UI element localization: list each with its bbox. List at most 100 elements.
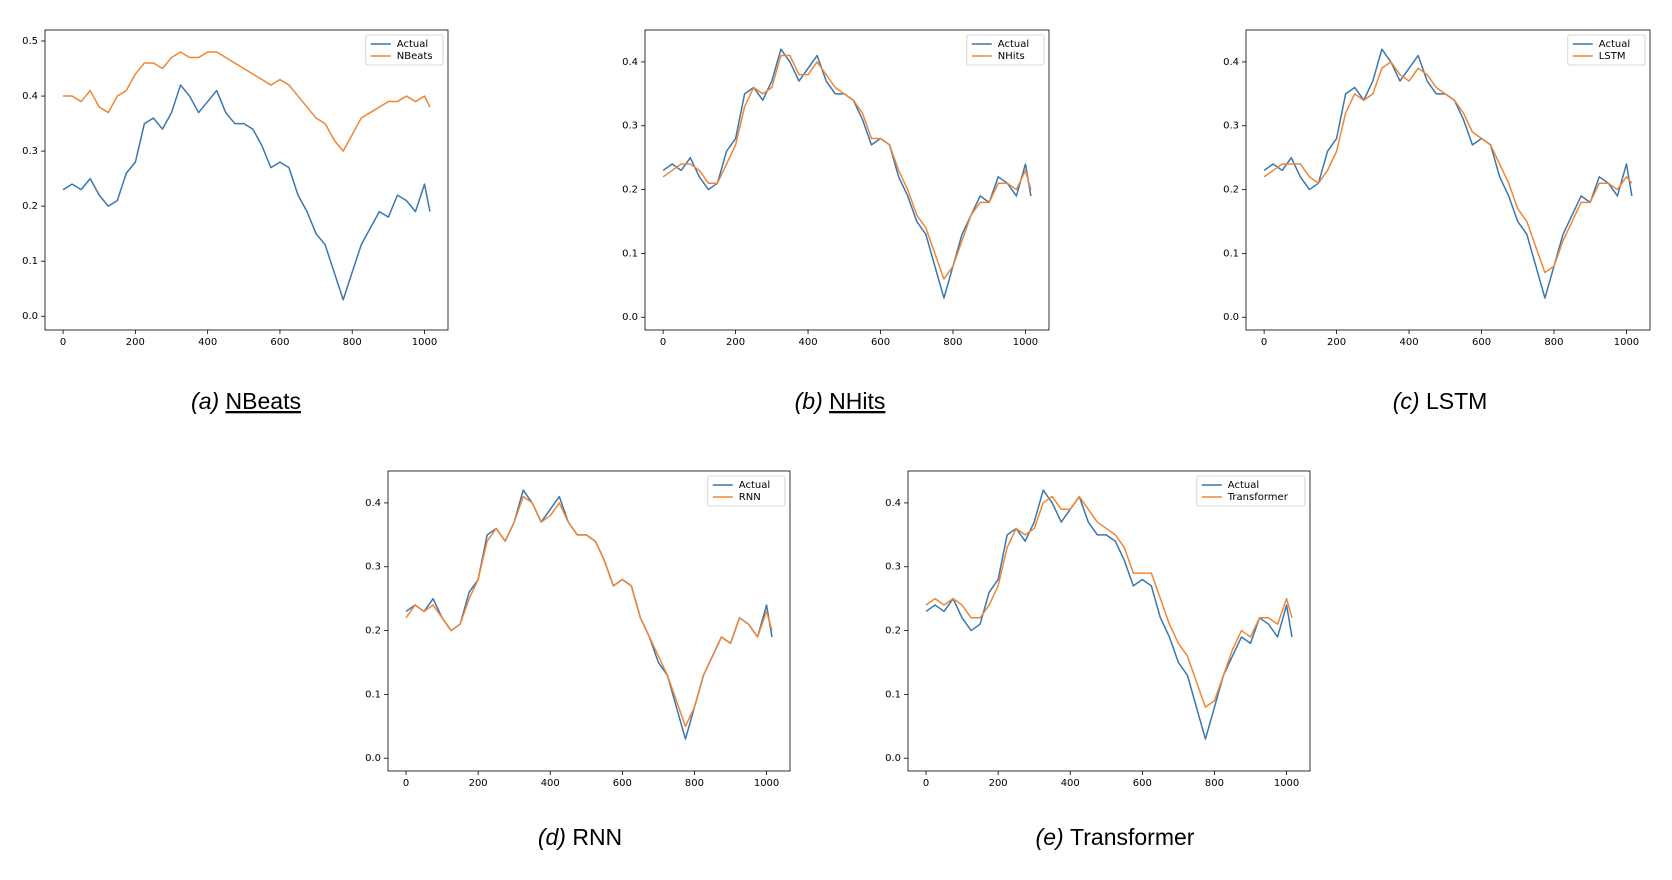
- x-tick-label: 200: [1327, 337, 1346, 348]
- caption-label: (b): [795, 388, 830, 414]
- legend-frame: [1196, 475, 1306, 507]
- x-tick-label: 0: [403, 778, 409, 789]
- x-tick-label: 800: [943, 337, 962, 348]
- x-tick-label: 0: [660, 337, 666, 348]
- x-tick-label: 1000: [754, 778, 779, 789]
- legend-frame: [365, 34, 444, 66]
- series-line: [1263, 61, 1633, 274]
- caption-label: (a): [191, 388, 226, 414]
- series-line: [405, 495, 773, 728]
- plot-frame: [44, 29, 449, 331]
- legend-label: Actual: [998, 39, 1029, 50]
- y-tick-label: 0.3: [1223, 121, 1239, 132]
- series-line: [662, 54, 1032, 280]
- y-tick-label: 0.2: [622, 185, 638, 196]
- y-tick-label: 0.4: [622, 57, 638, 68]
- y-tick-label: 0.4: [22, 91, 38, 102]
- caption: (a) NBeats: [191, 388, 301, 414]
- x-tick-label: 0: [60, 337, 66, 348]
- y-tick-label: 0.1: [885, 689, 901, 700]
- x-tick-label: 1000: [1274, 778, 1299, 789]
- x-tick-label: 0: [923, 778, 929, 789]
- y-tick-label: 0.0: [22, 311, 38, 322]
- plot-frame: [1245, 29, 1651, 331]
- y-tick-label: 0.0: [365, 753, 381, 764]
- x-tick-label: 200: [469, 778, 488, 789]
- y-tick-label: 0.3: [365, 562, 381, 573]
- series-line: [1263, 48, 1633, 299]
- series-line: [925, 489, 1293, 740]
- x-tick-label: 400: [799, 337, 818, 348]
- x-tick-label: 800: [685, 778, 704, 789]
- x-tick-label: 1000: [412, 337, 437, 348]
- legend-label: Actual: [1599, 39, 1630, 50]
- x-tick-label: 400: [198, 337, 217, 348]
- y-tick-label: 0.5: [22, 36, 38, 47]
- y-tick-label: 0.2: [22, 201, 38, 212]
- series-line: [62, 84, 431, 301]
- legend-label: NBeats: [397, 51, 433, 62]
- caption: (d) RNN: [538, 824, 622, 850]
- legend-label: NHits: [998, 51, 1025, 62]
- caption-name: NHits: [829, 388, 885, 414]
- caption-label: (c): [1393, 388, 1426, 414]
- y-tick-label: 0.2: [885, 626, 901, 637]
- caption-name: RNN: [572, 824, 622, 850]
- y-tick-label: 0.2: [1223, 185, 1239, 196]
- chart-panel: 0 200 400 600 800 10000.00.10.20.30.4ActualLS…: [1223, 29, 1651, 414]
- y-tick-label: 0.2: [365, 626, 381, 637]
- x-tick-label: 800: [1205, 778, 1224, 789]
- x-tick-label: 200: [989, 778, 1008, 789]
- y-tick-label: 0.1: [1223, 248, 1239, 259]
- caption: (b) NHits: [795, 388, 886, 414]
- caption: (e) Transformer: [1036, 824, 1195, 850]
- y-tick-label: 0.4: [1223, 57, 1239, 68]
- x-tick-label: 600: [613, 778, 632, 789]
- legend-frame: [966, 34, 1045, 66]
- caption-name: LSTM: [1426, 388, 1487, 414]
- caption-name: Transformer: [1070, 824, 1195, 850]
- plot-frame: [387, 470, 791, 772]
- series-line: [63, 51, 431, 152]
- y-tick-label: 0.3: [22, 146, 38, 157]
- chart-panel: 0 200 400 600 800 10000.00.10.20.30.4ActualNH…: [622, 29, 1050, 414]
- y-tick-label: 0.1: [622, 248, 638, 259]
- y-tick-label: 0.0: [885, 753, 901, 764]
- legend-label: LSTM: [1599, 51, 1626, 62]
- y-tick-label: 0.1: [22, 256, 38, 267]
- legend-label: Actual: [1228, 480, 1259, 491]
- legend-label: RNN: [739, 492, 761, 503]
- chart-panel: 0 200 400 600 800 1000 0.0 0.1 0.2 0.3 0.4 0.5 Actua…: [22, 29, 449, 414]
- x-tick-label: 800: [1544, 337, 1563, 348]
- series-line: [662, 48, 1032, 299]
- caption-label: (e): [1036, 824, 1071, 850]
- y-tick-label: 0.3: [622, 121, 638, 132]
- chart-panel: 0 200 400 600 800 10000.00.10.20.30.4ActualRN…: [365, 470, 791, 850]
- caption-name: NBeats: [226, 388, 301, 414]
- plot-frame: [907, 470, 1311, 772]
- x-tick-label: 600: [270, 337, 289, 348]
- chart-panel: 0 200 400 600 800 10000.00.10.20.30.4ActualTr…: [885, 470, 1311, 850]
- caption: (c) LSTM: [1393, 388, 1488, 414]
- legend-frame: [1567, 34, 1646, 66]
- legend-label: Actual: [397, 39, 428, 50]
- x-tick-label: 600: [1133, 778, 1152, 789]
- y-tick-label: 0.4: [885, 498, 901, 509]
- x-tick-label: 200: [726, 337, 745, 348]
- series-line: [925, 495, 1293, 708]
- series-line: [405, 489, 773, 740]
- x-tick-label: 600: [1472, 337, 1491, 348]
- legend-label: Actual: [739, 480, 770, 491]
- x-tick-label: 800: [343, 337, 362, 348]
- x-tick-label: 400: [1061, 778, 1080, 789]
- x-tick-label: 0: [1261, 337, 1267, 348]
- y-tick-label: 0.0: [622, 312, 638, 323]
- x-tick-label: 1000: [1614, 337, 1639, 348]
- x-tick-label: 1000: [1013, 337, 1038, 348]
